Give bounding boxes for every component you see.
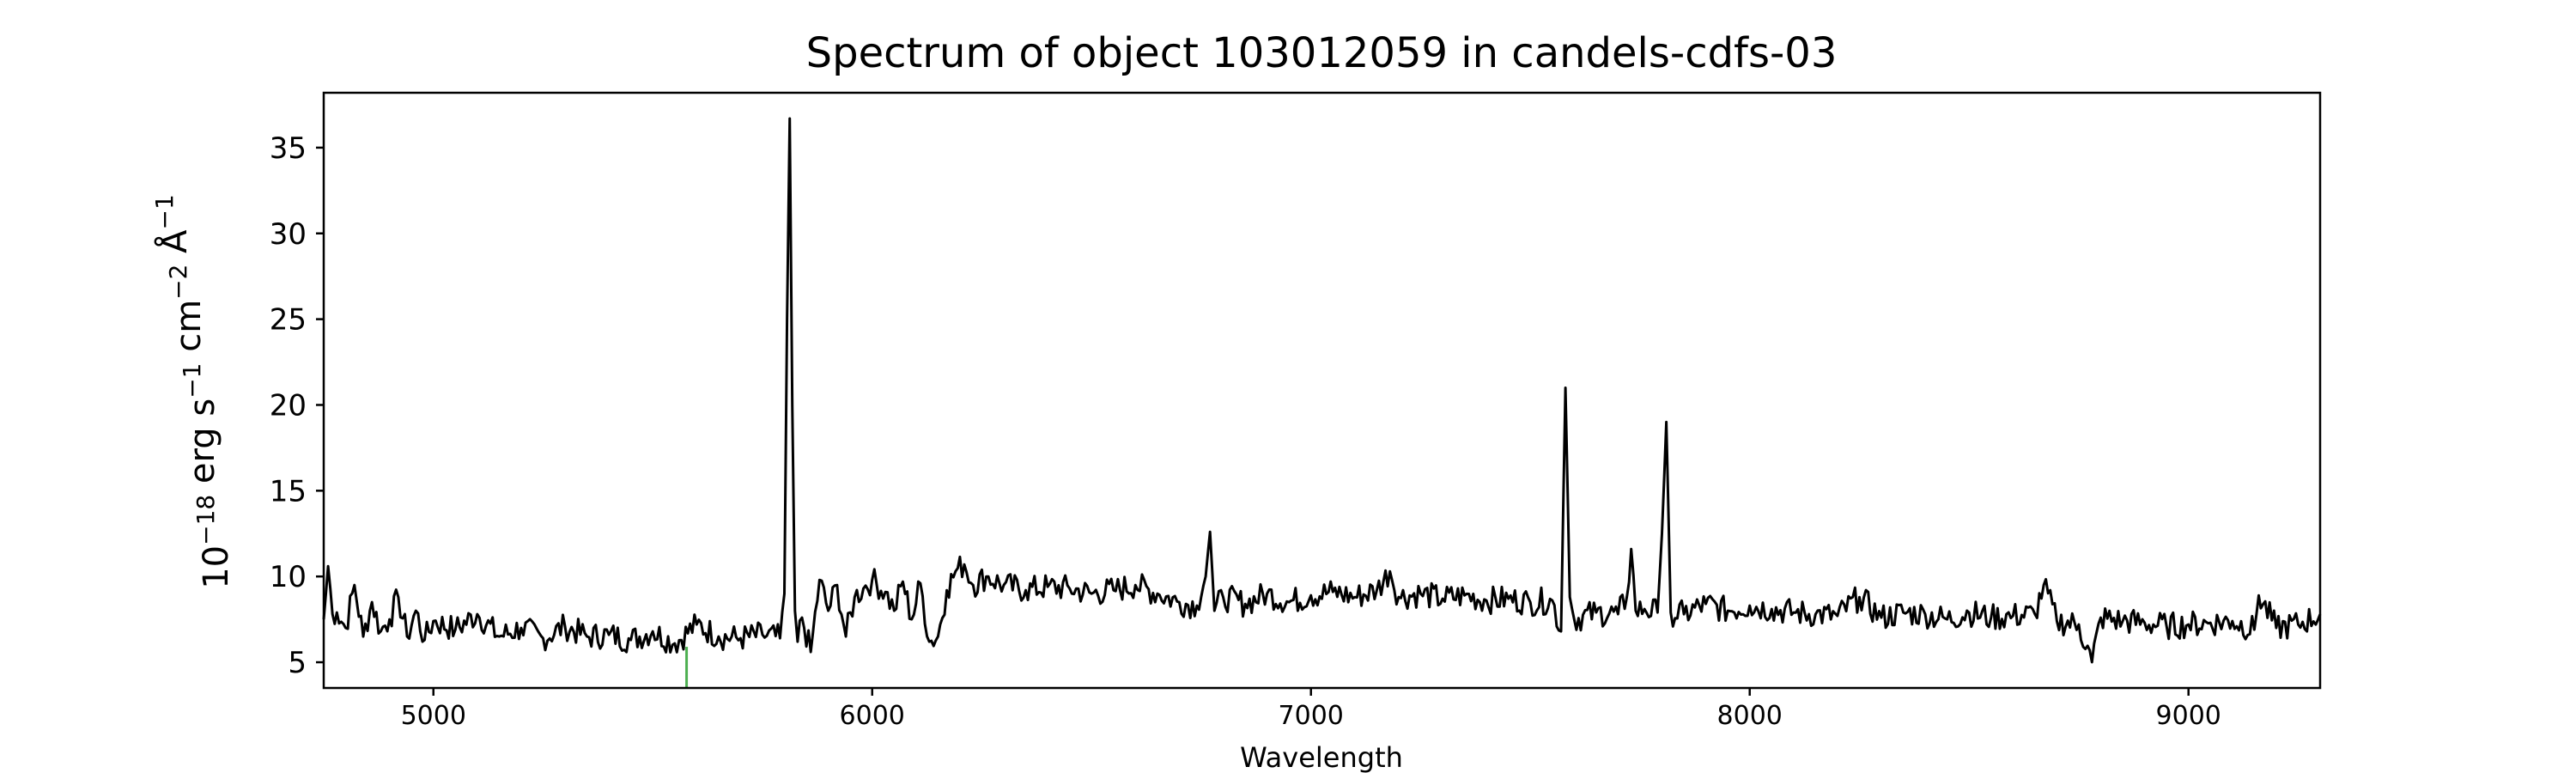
y-axis-label: 10−18 erg s−1 cm−2 Å−1 (150, 194, 236, 589)
x-tick-label: 6000 (840, 701, 905, 731)
y-tick-label: 35 (270, 131, 307, 166)
y-tick-label: 15 (270, 474, 307, 508)
y-tick-label: 30 (270, 217, 307, 252)
chart-marks (322, 117, 2322, 688)
y-tick-label: 25 (270, 303, 307, 338)
spectrum-line (322, 117, 2322, 664)
x-tick-label: 5000 (401, 701, 466, 731)
x-axis-label: Wavelength (1240, 741, 1403, 773)
y-tick-label: 10 (270, 560, 307, 594)
y-axis-label-text: 10−18 erg s−1 cm−2 Å−1 (150, 194, 236, 589)
axis-ticks: 5000 6000 7000 8000 9000 5 10 15 20 25 30 35 (270, 131, 2221, 731)
x-tick-label: 9000 (2156, 701, 2221, 731)
plot-frame (322, 91, 2322, 690)
y-tick-label: 20 (270, 388, 307, 423)
y-tick-label: 5 (288, 646, 307, 680)
x-tick-label: 7000 (1279, 701, 1344, 731)
chart-title: Spectrum of object 103012059 in candels-… (806, 29, 1838, 77)
x-tick-label: 8000 (1717, 701, 1783, 731)
